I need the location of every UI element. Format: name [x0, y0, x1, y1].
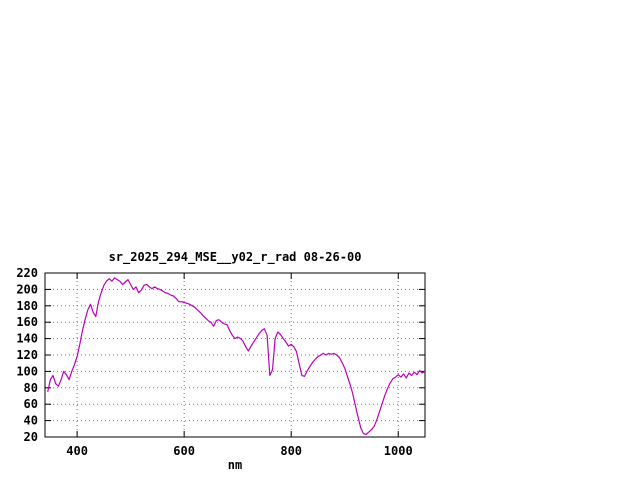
y-tick-label: 80 — [24, 381, 38, 395]
x-tick-label: 400 — [66, 444, 88, 458]
y-tick-label: 20 — [24, 430, 38, 444]
x-tick-label: 1000 — [384, 444, 413, 458]
x-tick-label: 800 — [280, 444, 302, 458]
data-line — [47, 277, 426, 436]
y-tick-label: 140 — [16, 332, 38, 346]
plot-border — [44, 272, 426, 438]
chart-title: sr_2025_294_MSE__y02_r_rad 08-26-00 — [108, 250, 362, 264]
y-tick-label: 180 — [16, 299, 38, 313]
y-tick-label: 120 — [16, 348, 38, 362]
x-axis-label: nm — [227, 458, 243, 472]
y-tick-label: 100 — [16, 364, 38, 378]
y-tick-label: 160 — [16, 315, 38, 329]
y-tick-label: 220 — [16, 266, 38, 280]
x-tick-label: 600 — [173, 444, 195, 458]
y-tick-label: 40 — [24, 414, 38, 428]
y-tick-label: 200 — [16, 282, 38, 296]
y-tick-label: 60 — [24, 397, 38, 411]
